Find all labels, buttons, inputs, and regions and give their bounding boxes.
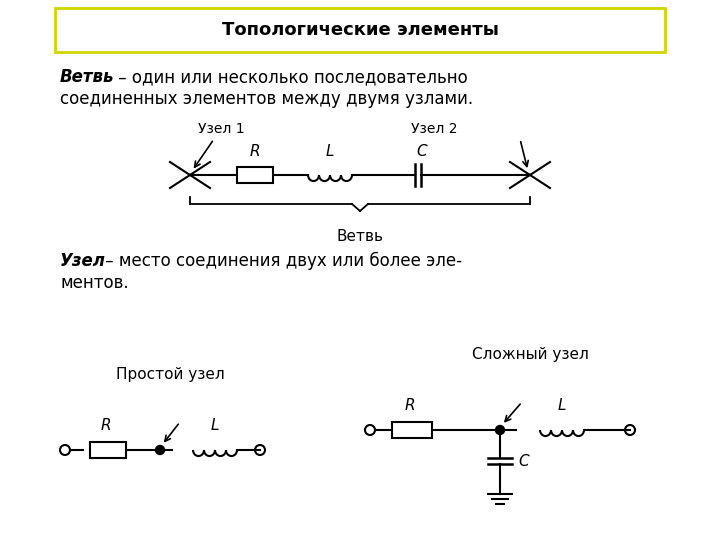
Text: соединенных элементов между двумя узлами.: соединенных элементов между двумя узлами… [60, 90, 473, 108]
Text: L: L [211, 418, 220, 434]
Text: ментов.: ментов. [60, 274, 129, 292]
Text: C: C [416, 144, 427, 159]
Text: Узел: Узел [60, 252, 106, 270]
Text: R: R [405, 399, 415, 414]
Circle shape [156, 446, 164, 455]
Text: Простой узел: Простой узел [116, 368, 225, 382]
Text: – один или несколько последовательно: – один или несколько последовательно [113, 68, 468, 86]
Bar [237, 167, 273, 183]
Bar [392, 422, 432, 438]
Bar [90, 442, 126, 458]
Text: L: L [558, 399, 566, 414]
Text: Узел 2: Узел 2 [411, 122, 457, 136]
FancyBboxPatch shape [55, 8, 665, 52]
Text: Узел 1: Узел 1 [198, 122, 245, 136]
Text: R: R [250, 144, 261, 159]
Text: Сложный узел: Сложный узел [472, 348, 588, 362]
Text: – место соединения двух или более эле-: – место соединения двух или более эле- [100, 252, 462, 270]
Text: R: R [101, 418, 112, 434]
Text: L: L [325, 144, 334, 159]
Text: Ветвь: Ветвь [336, 229, 384, 244]
Text: C: C [518, 454, 528, 469]
Circle shape [495, 426, 505, 435]
Text: Топологические элементы: Топологические элементы [222, 21, 498, 39]
Text: Ветвь: Ветвь [60, 68, 114, 86]
